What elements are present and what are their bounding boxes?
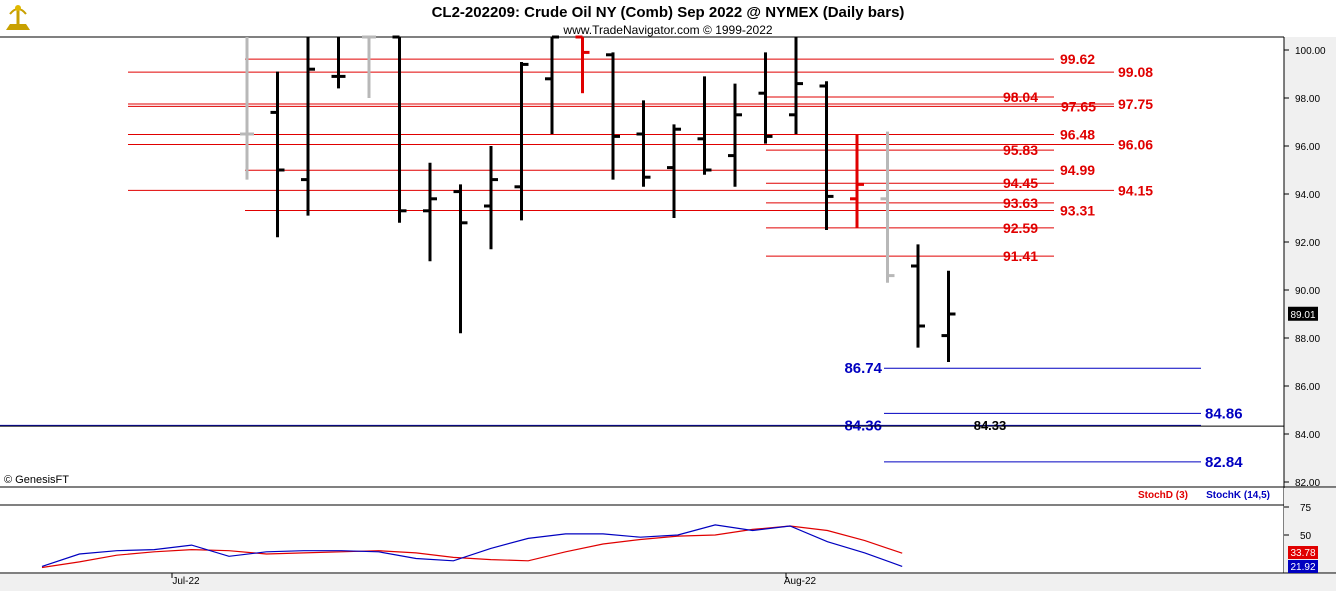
level-label: 84.86: [1205, 405, 1243, 422]
price-tick-label: 94.00: [1295, 190, 1320, 201]
level-label: 94.99: [1060, 162, 1095, 178]
price-tick-label: 90.00: [1295, 286, 1320, 297]
ohlc-bars: [240, 35, 956, 362]
price-tick-label: 98.00: [1295, 94, 1320, 105]
level-label: 95.83: [1003, 142, 1038, 158]
chart-subtitle: www.TradeNavigator.com © 1999-2022: [562, 23, 772, 37]
level-label: 98.04: [1003, 89, 1038, 105]
level-label: 82.84: [1205, 454, 1243, 471]
stoch-axis-ticks: 75 50: [1284, 503, 1312, 542]
legend-stochd: StochD (3): [1138, 490, 1188, 501]
last-price-box: [1288, 306, 1318, 321]
price-tick-label: 100.00: [1295, 46, 1326, 57]
level-label: 93.63: [1003, 195, 1038, 211]
level-label: 96.06: [1118, 137, 1153, 153]
stochastic-lines: [41, 524, 903, 569]
price-tick-label: 86.00: [1295, 382, 1320, 393]
horizontal-levels: 99.62 99.08 98.04 97.65 97.75 96.48 96.06 95.83…: [0, 51, 1284, 471]
x-axis-background: [0, 574, 1336, 591]
level-label: 84.33: [974, 418, 1007, 433]
level-label: 93.31: [1060, 203, 1095, 219]
stochd-line: [41, 525, 903, 569]
last-price-marker: 89.01: [1288, 306, 1318, 321]
stochk-last-label: 21.92: [1290, 562, 1315, 573]
stochd-last-label: 33.78: [1290, 548, 1315, 559]
level-label: 97.65: [1061, 98, 1096, 114]
level-label: 92.59: [1003, 220, 1038, 236]
price-tick-label: 88.00: [1295, 334, 1320, 345]
legend-stochk: StochK (14,5): [1206, 490, 1270, 501]
x-tick-label: Jul-22: [172, 576, 200, 587]
level-label: 99.08: [1118, 64, 1153, 80]
price-tick-label: 82.00: [1295, 478, 1320, 489]
price-axis-ticks: 100.00 98.00 96.00 94.00 92.00 90.00 88.00 86.0…: [1284, 46, 1326, 489]
price-tick-label: 92.00: [1295, 238, 1320, 249]
stoch-tick-label: 50: [1300, 531, 1312, 542]
x-tick-label: Aug-22: [784, 576, 817, 587]
level-label: 94.15: [1118, 182, 1153, 198]
level-label: 97.75: [1118, 96, 1153, 112]
stochk-line: [41, 524, 903, 567]
level-label: 99.62: [1060, 51, 1095, 67]
last-price-label: 89.01: [1290, 310, 1315, 321]
level-label: 91.41: [1003, 248, 1038, 264]
level-label: 96.48: [1060, 126, 1095, 142]
price-axis-background: [1284, 37, 1336, 487]
gold-logo-icon: [6, 5, 30, 30]
level-label: 94.45: [1003, 175, 1038, 191]
stoch-last-values: 33.78 21.92: [1288, 546, 1318, 573]
x-axis-labels: Jul-22 Aug-22: [171, 573, 817, 587]
stoch-tick-label: 75: [1300, 503, 1312, 514]
level-label: 86.74: [844, 360, 882, 377]
chart-title: CL2-202209: Crude Oil NY (Comb) Sep 2022…: [432, 4, 905, 21]
genesis-watermark: © GenesisFT: [4, 474, 69, 486]
stochd-last-box: [1288, 546, 1318, 559]
stochk-last-box: [1288, 560, 1318, 573]
price-tick-label: 96.00: [1295, 142, 1320, 153]
price-tick-label: 84.00: [1295, 430, 1320, 441]
